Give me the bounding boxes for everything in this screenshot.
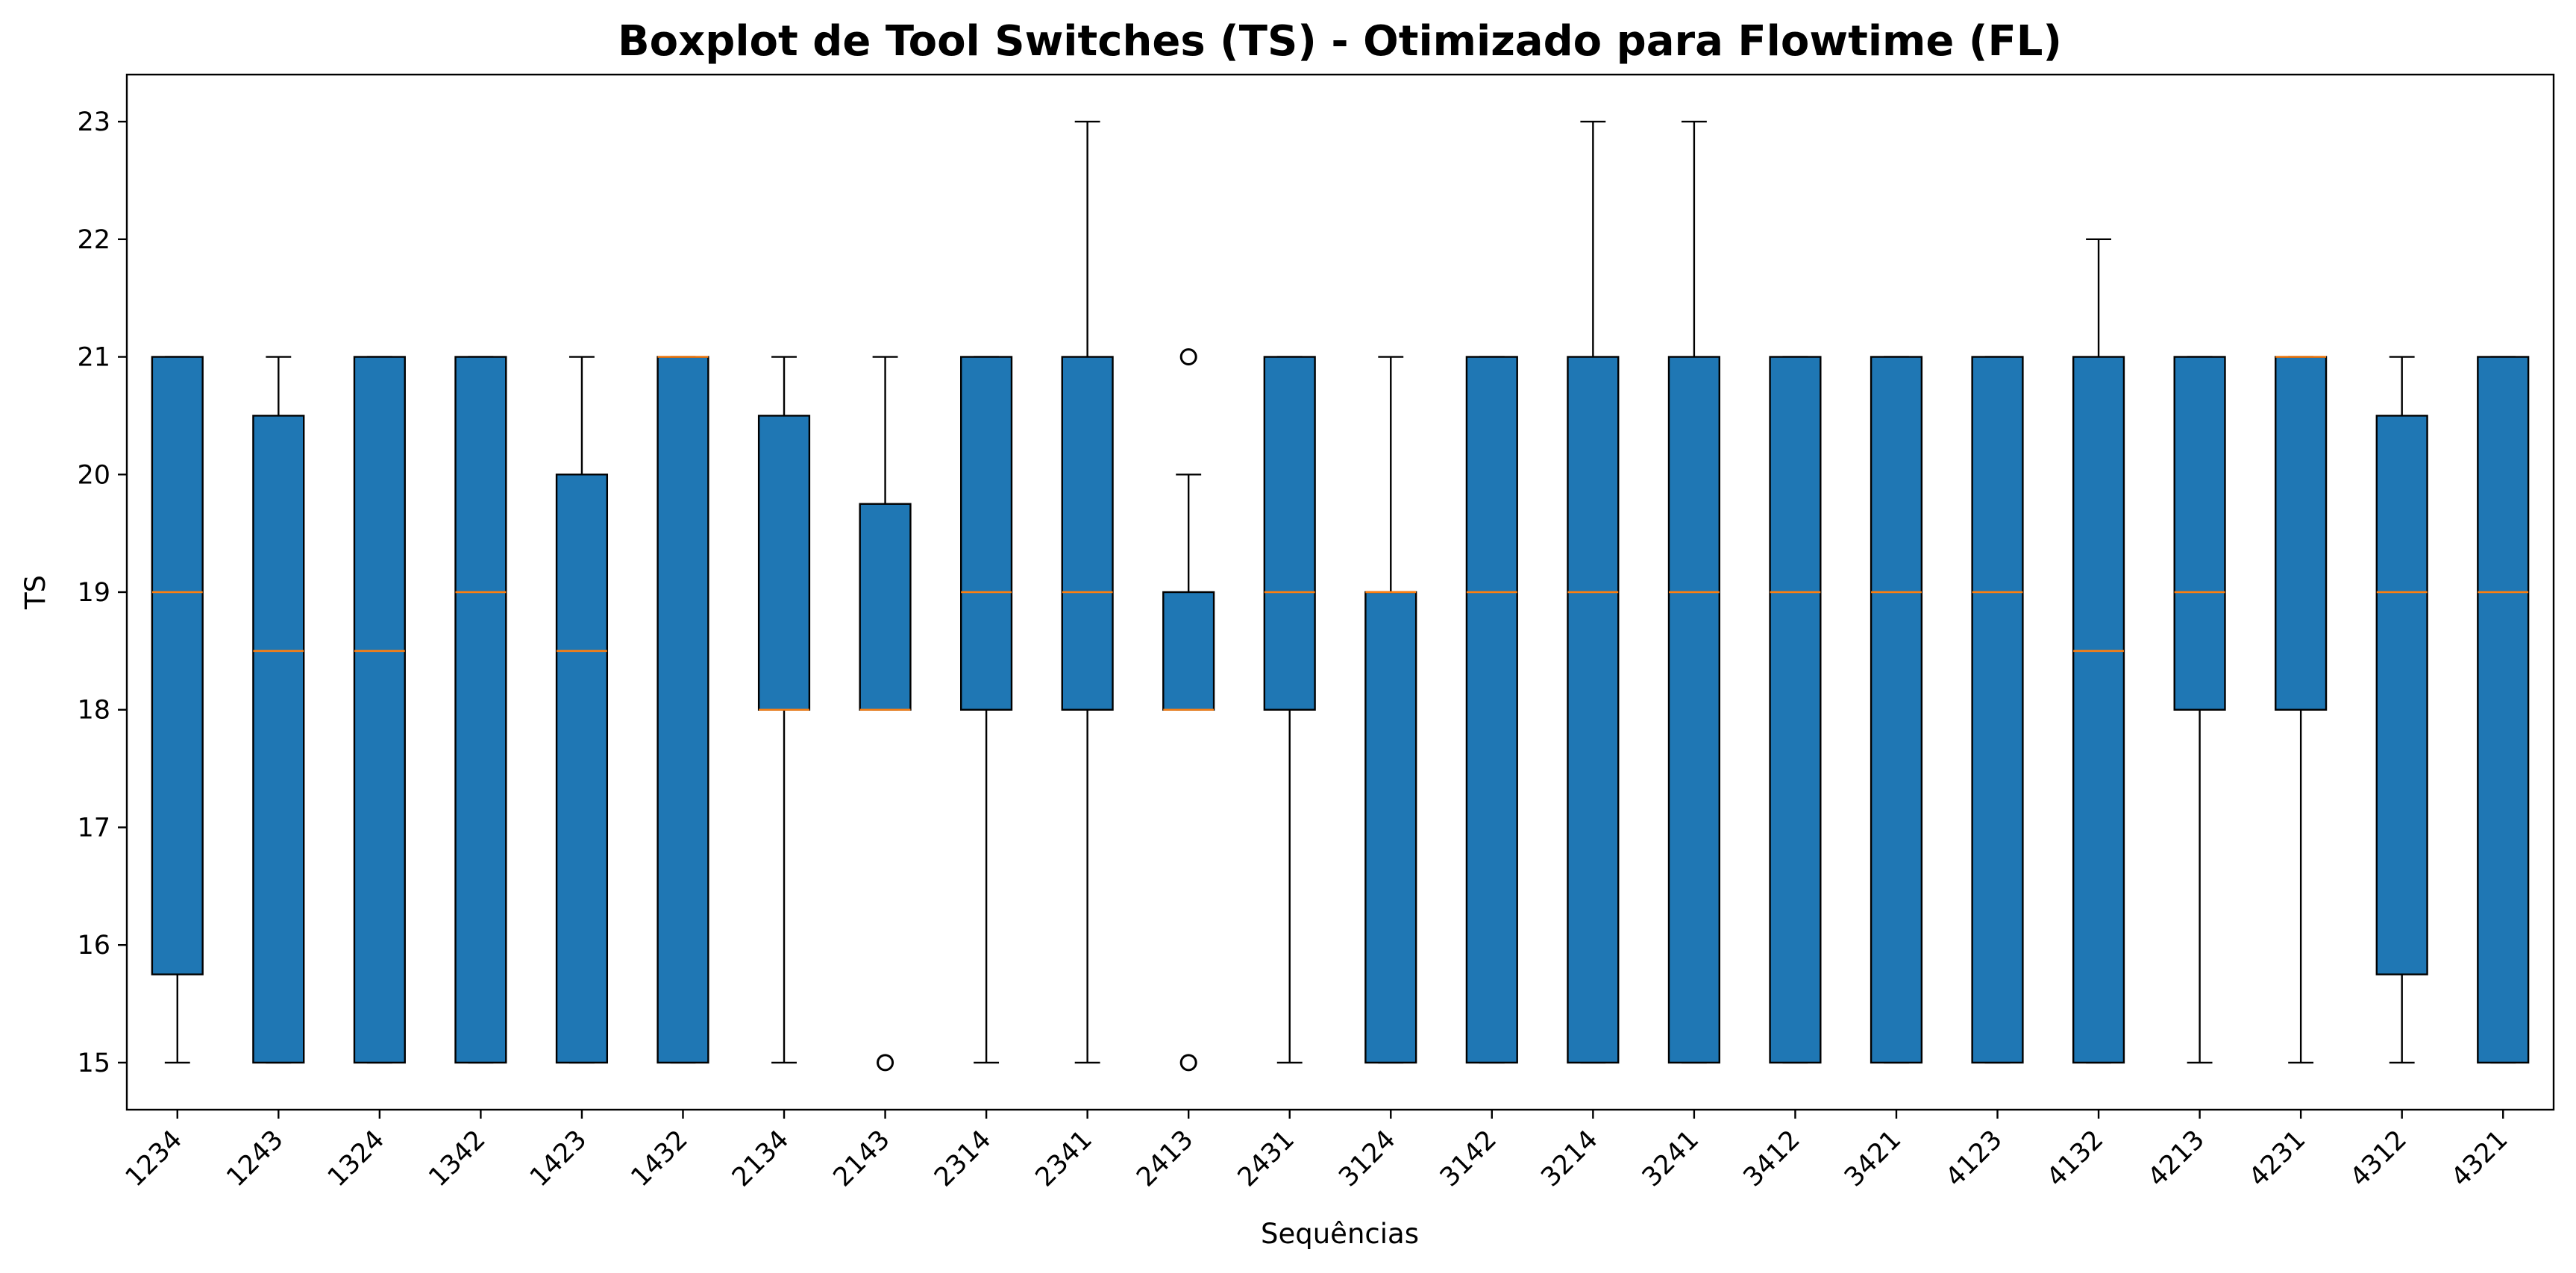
box-group-3142 <box>1465 356 1518 1064</box>
x-tick-label: 1234 <box>120 1125 188 1192</box>
box-group-1234 <box>151 356 204 1064</box>
box <box>859 503 912 711</box>
y-tick-label: 17 <box>77 813 110 843</box>
box-group-1324 <box>353 356 406 1064</box>
outlier-point <box>1179 1054 1197 1072</box>
box-group-4231 <box>2275 356 2328 1064</box>
x-tick-label: 3124 <box>1333 1125 1401 1192</box>
y-tick-label: 22 <box>77 225 110 255</box>
box <box>2375 415 2428 975</box>
box-group-3412 <box>1769 356 1822 1064</box>
x-tick-label: 4321 <box>2445 1125 2513 1192</box>
box-group-3421 <box>1870 356 1923 1064</box>
box-group-3214 <box>1567 120 1620 1064</box>
box <box>1162 591 1215 711</box>
box <box>555 474 609 1064</box>
box <box>757 415 811 711</box>
box-group-2134 <box>757 356 811 1064</box>
box <box>1263 356 1316 711</box>
x-tick-label: 4312 <box>2345 1125 2413 1192</box>
x-tick-label: 3241 <box>1637 1125 1705 1192</box>
box-group-4312 <box>2375 356 2428 1064</box>
y-axis: 15 16 17 18 19 20 21 22 23 <box>77 107 127 1078</box>
box <box>151 356 204 975</box>
box <box>2072 356 2125 1064</box>
box-group-2341 <box>1061 120 1114 1064</box>
box-group-3124 <box>1364 356 1417 1064</box>
x-tick-label: 3421 <box>1839 1125 1907 1192</box>
x-tick-label: 2341 <box>1030 1125 1098 1192</box>
box-group-4132 <box>2072 238 2125 1064</box>
x-tick-label: 2143 <box>828 1125 896 1192</box>
y-tick-label: 19 <box>77 578 110 608</box>
x-tick-label: 4123 <box>1940 1125 2008 1192</box>
box <box>2173 356 2226 711</box>
box <box>960 356 1013 711</box>
x-tick-label: 2431 <box>1232 1125 1300 1192</box>
x-tick-label: 3412 <box>1738 1125 1806 1192</box>
box-group-2314 <box>960 356 1013 1064</box>
x-tick-label: 2413 <box>1131 1125 1199 1192</box>
outlier-point <box>877 1054 894 1072</box>
y-axis-label: TS <box>19 575 51 610</box>
x-tick-label: 4132 <box>2041 1125 2109 1192</box>
box <box>656 356 709 1064</box>
box-group-1423 <box>555 356 609 1064</box>
box <box>1769 356 1822 1064</box>
box <box>1567 356 1620 1064</box>
box <box>1971 356 2024 1064</box>
box-group-1342 <box>454 356 507 1064</box>
box <box>353 356 406 1064</box>
x-tick-label: 4231 <box>2243 1125 2311 1192</box>
box <box>2477 356 2530 1064</box>
y-tick-label: 15 <box>77 1049 110 1078</box>
box-group-4213 <box>2173 356 2226 1064</box>
plot-frame <box>125 73 2555 1111</box>
box-group-1243 <box>252 356 305 1064</box>
x-tick-label: 1432 <box>626 1125 694 1192</box>
x-axis: 1234 1243 1324 1342 1423 1432 2134 2143 2314 2341… <box>120 1110 2514 1192</box>
box <box>2275 356 2328 711</box>
box-group-4321 <box>2477 356 2530 1064</box>
box <box>1870 356 1923 1064</box>
box <box>1667 356 1720 1064</box>
x-axis-label: Sequências <box>1261 1218 1419 1250</box>
box <box>1465 356 1518 1064</box>
x-tick-label: 1423 <box>524 1125 592 1192</box>
x-tick-label: 4213 <box>2143 1125 2210 1192</box>
outlier-point <box>1179 348 1197 366</box>
box <box>454 356 507 1064</box>
x-tick-label: 2134 <box>727 1125 795 1192</box>
box <box>1061 356 1114 711</box>
box-group-2413 <box>1162 348 1215 1072</box>
box <box>1364 591 1417 1064</box>
chart-title: Boxplot de Tool Switches (TS) - Otimizad… <box>618 17 2062 66</box>
x-tick-label: 1324 <box>322 1125 390 1192</box>
x-tick-label: 2314 <box>929 1125 997 1192</box>
y-tick-label: 20 <box>77 460 110 490</box>
box-group-2431 <box>1263 356 1316 1064</box>
x-tick-label: 3214 <box>1535 1125 1603 1192</box>
plot-area <box>151 120 2530 1072</box>
box <box>252 415 305 1064</box>
y-tick-label: 18 <box>77 696 110 726</box>
y-tick-label: 16 <box>77 931 110 961</box>
box-group-1432 <box>656 356 709 1064</box>
y-tick-label: 21 <box>77 343 110 373</box>
box-group-4123 <box>1971 356 2024 1064</box>
x-tick-label: 1243 <box>221 1125 289 1192</box>
box-group-3241 <box>1667 120 1720 1064</box>
x-tick-label: 1342 <box>423 1125 491 1192</box>
y-tick-label: 23 <box>77 107 110 137</box>
x-tick-label: 3142 <box>1435 1125 1502 1192</box>
box-group-2143 <box>859 356 912 1072</box>
